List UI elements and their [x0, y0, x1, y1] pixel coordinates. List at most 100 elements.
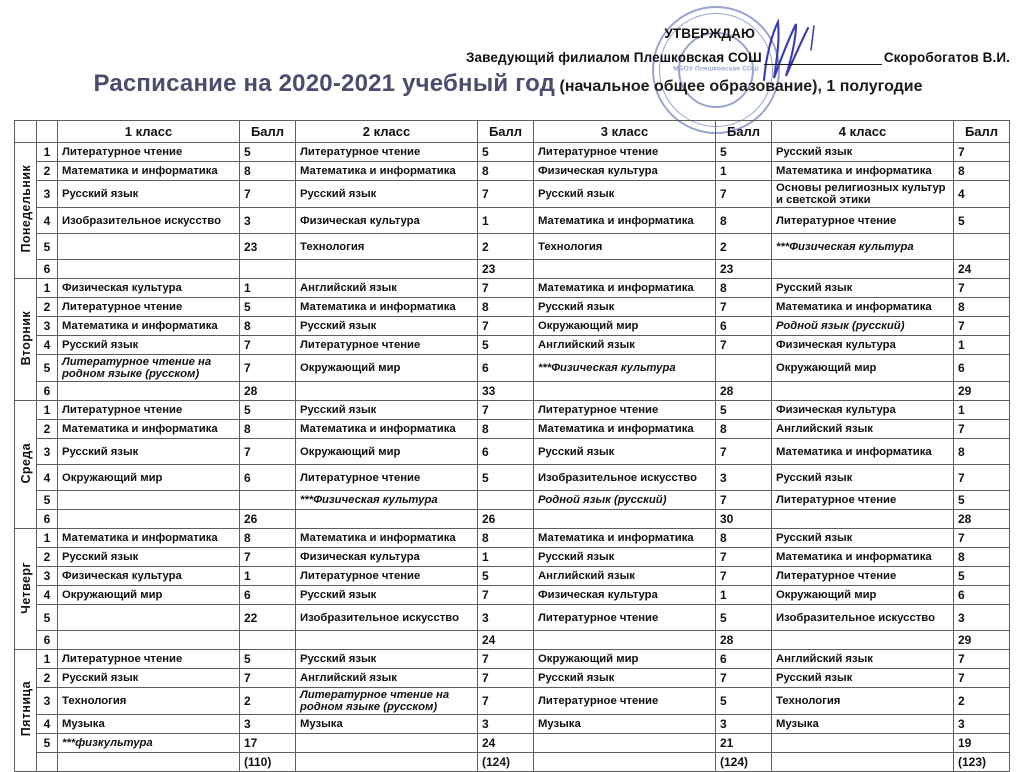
table-row: 4 Русский язык 7 Литературное чтение 5 Англий… [15, 335, 1010, 355]
lesson-number: 2 [36, 161, 58, 181]
subject-cell-class-4: Литературное чтение [771, 566, 954, 586]
subject-cell-class-3 [533, 259, 716, 279]
score-cell-class-4: 24 [953, 259, 1010, 279]
day-label-text: Вторник [19, 310, 33, 366]
subject-cell-class-3: Английский язык [533, 335, 716, 355]
table-row: 5 Литературное чтение на родном языке (ру… [15, 354, 1010, 382]
score-cell-class-4: 3 [953, 604, 1010, 631]
lesson-number: 5 [36, 354, 58, 382]
lesson-number: 5 [36, 733, 58, 753]
subject-cell-class-3: ***Физическая культура [533, 354, 716, 382]
score-cell-class-1: 7 [239, 547, 296, 567]
class-header-2: 2 класс [295, 120, 478, 143]
subject-cell-class-2: Русский язык [295, 585, 478, 605]
score-cell-class-2: 3 [477, 714, 534, 734]
score-cell-class-4: 29 [953, 630, 1010, 650]
subject-cell-class-3: Литературное чтение [533, 604, 716, 631]
subject-cell-class-3: Английский язык [533, 566, 716, 586]
score-cell-class-4: 7 [953, 419, 1010, 439]
subject-cell-class-2: Русский язык [295, 316, 478, 336]
subject-cell-class-3: Физическая культура [533, 161, 716, 181]
subject-cell-class-2: Литературное чтение [295, 335, 478, 355]
score-cell-class-3: 3 [715, 714, 772, 734]
score-cell-class-4: 5 [953, 566, 1010, 586]
subject-cell-class-4: ***Физическая культура [771, 233, 954, 260]
header-row: 1 класс Балл 2 класс Балл 3 класс Балл 4… [14, 120, 1010, 143]
day-label-text: Среда [19, 442, 33, 484]
score-header-1: Балл [239, 120, 296, 143]
subject-cell-class-1 [57, 752, 240, 772]
subject-cell-class-4 [771, 509, 954, 529]
table-row: 4 Музыка 3 Музыка 3 Музыка 3 Музыка 3 [15, 714, 1010, 734]
subject-cell-class-4 [771, 733, 954, 753]
score-cell-class-4: 28 [953, 509, 1010, 529]
score-cell-class-4: 2 [953, 687, 1010, 715]
subject-cell-class-1: Русский язык [57, 438, 240, 465]
title-main: Расписание на 2020-2021 учебный год [93, 70, 556, 97]
score-cell-class-4 [953, 233, 1010, 260]
score-cell-class-2: 26 [477, 509, 534, 529]
subject-cell-class-4: Математика и информатика [771, 438, 954, 465]
subject-cell-class-2: Английский язык [295, 668, 478, 688]
lesson-number: 2 [36, 297, 58, 317]
table-row: 3 Технология 2 Литературное чтение на родно… [15, 687, 1010, 715]
subject-cell-class-2 [295, 509, 478, 529]
subject-cell-class-1: Физическая культура [57, 566, 240, 586]
table-row: Вторник 1 Физическая культура 1 Английский я… [14, 278, 1010, 401]
subject-cell-class-2: Физическая культура [295, 547, 478, 567]
table-row: 5 22 Изобразительное искусство 3 Литературно… [15, 604, 1010, 631]
subject-cell-class-2: Литературное чтение на родном языке (рус… [295, 687, 478, 715]
subject-cell-class-4: Технология [771, 687, 954, 715]
subject-cell-class-4: Английский язык [771, 419, 954, 439]
subject-cell-class-1 [57, 604, 240, 631]
table-row: 4 Окружающий мир 6 Русский язык 7 Физическая … [15, 585, 1010, 605]
subject-cell-class-3: Русский язык [533, 547, 716, 567]
subject-cell-class-3: Математика и информатика [533, 207, 716, 234]
lesson-number: 1 [36, 142, 58, 162]
score-cell-class-4: 1 [953, 400, 1010, 420]
lesson-number: 3 [36, 687, 58, 715]
subject-cell-class-3: Родной язык (русский) [533, 490, 716, 510]
score-cell-class-4: 5 [953, 207, 1010, 234]
subject-cell-class-4 [771, 752, 954, 772]
score-cell-class-1: 8 [239, 419, 296, 439]
score-cell-class-3: 8 [715, 419, 772, 439]
table-head: 1 класс Балл 2 класс Балл 3 класс Балл 4… [14, 120, 1010, 143]
score-cell-class-3: 8 [715, 528, 772, 548]
subject-cell-class-3: Литературное чтение [533, 687, 716, 715]
score-cell-class-2: 7 [477, 585, 534, 605]
score-cell-class-4: 5 [953, 490, 1010, 510]
subject-cell-class-2: Технология [295, 233, 478, 260]
subject-cell-class-1: Математика и информатика [57, 161, 240, 181]
table-row: 5 ***Физическая культура Родной язык (русс… [15, 490, 1010, 510]
subject-cell-class-2: Литературное чтение [295, 142, 478, 162]
subject-cell-class-1 [57, 259, 240, 279]
subject-cell-class-4 [771, 630, 954, 650]
subject-cell-class-4: Русский язык [771, 464, 954, 491]
table-row: Понедельник 1 Литературное чтение 5 Литерату… [14, 142, 1010, 279]
score-cell-class-1: 5 [239, 649, 296, 669]
score-cell-class-1: 6 [239, 464, 296, 491]
score-cell-class-3: 7 [715, 438, 772, 465]
subject-cell-class-2 [295, 733, 478, 753]
class-header-1: 1 класс [57, 120, 240, 143]
score-cell-class-4: 19 [953, 733, 1010, 753]
subject-cell-class-3 [533, 630, 716, 650]
score-cell-class-2: 7 [477, 687, 534, 715]
subject-cell-class-1: Математика и информатика [57, 528, 240, 548]
score-cell-class-3: 7 [715, 335, 772, 355]
subject-cell-class-4: Литературное чтение [771, 490, 954, 510]
subject-cell-class-2 [295, 259, 478, 279]
table-row: 5 23 Технология 2 Технология 2 ***Физическая к… [15, 233, 1010, 260]
table-row: Четверг 1 Математика и информатика 8 Математ… [14, 528, 1010, 650]
table-row: 6 23 23 24 [15, 259, 1010, 279]
day-label-text: Понедельник [19, 165, 33, 253]
lesson-number: 2 [36, 547, 58, 567]
score-cell-class-2: 6 [477, 438, 534, 465]
table-row: 5 ***физкультура 17 24 21 19 [15, 733, 1010, 753]
subject-cell-class-1 [57, 630, 240, 650]
lesson-number: 5 [36, 233, 58, 260]
subject-cell-class-2: Окружающий мир [295, 438, 478, 465]
score-cell-class-4: 7 [953, 278, 1010, 298]
score-cell-class-3: 6 [715, 649, 772, 669]
